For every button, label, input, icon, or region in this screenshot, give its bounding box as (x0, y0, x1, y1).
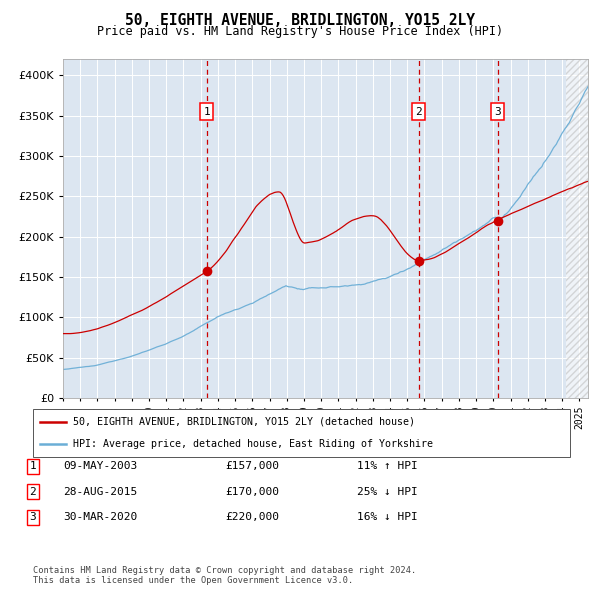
Text: 30-MAR-2020: 30-MAR-2020 (63, 512, 137, 522)
Text: 09-MAY-2003: 09-MAY-2003 (63, 461, 137, 471)
Text: HPI: Average price, detached house, East Riding of Yorkshire: HPI: Average price, detached house, East… (73, 439, 433, 449)
Text: 1: 1 (29, 461, 37, 471)
Text: £170,000: £170,000 (225, 487, 279, 497)
Polygon shape (566, 59, 588, 398)
Text: 16% ↓ HPI: 16% ↓ HPI (357, 512, 418, 522)
Text: 11% ↑ HPI: 11% ↑ HPI (357, 461, 418, 471)
Text: £220,000: £220,000 (225, 512, 279, 522)
Text: 28-AUG-2015: 28-AUG-2015 (63, 487, 137, 497)
Text: 2: 2 (415, 107, 422, 117)
Text: 1: 1 (203, 107, 210, 117)
Text: Price paid vs. HM Land Registry's House Price Index (HPI): Price paid vs. HM Land Registry's House … (97, 25, 503, 38)
Text: 3: 3 (494, 107, 501, 117)
Text: £157,000: £157,000 (225, 461, 279, 471)
Text: 25% ↓ HPI: 25% ↓ HPI (357, 487, 418, 497)
Text: 50, EIGHTH AVENUE, BRIDLINGTON, YO15 2LY: 50, EIGHTH AVENUE, BRIDLINGTON, YO15 2LY (125, 13, 475, 28)
Text: 3: 3 (29, 512, 37, 522)
Text: 2: 2 (29, 487, 37, 497)
Text: Contains HM Land Registry data © Crown copyright and database right 2024.
This d: Contains HM Land Registry data © Crown c… (33, 566, 416, 585)
Text: 50, EIGHTH AVENUE, BRIDLINGTON, YO15 2LY (detached house): 50, EIGHTH AVENUE, BRIDLINGTON, YO15 2LY… (73, 417, 415, 427)
